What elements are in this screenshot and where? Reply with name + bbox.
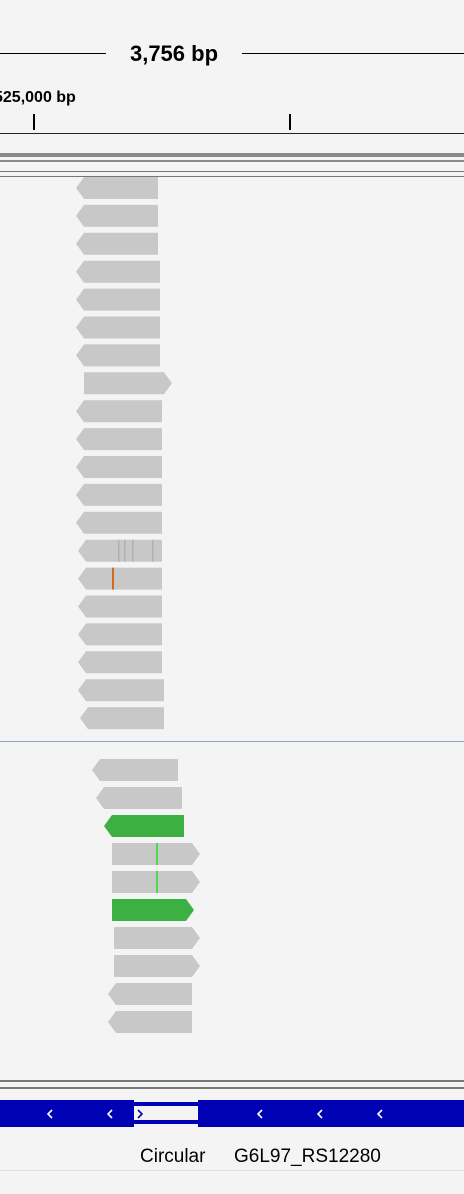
alignment-read[interactable]: [104, 815, 184, 837]
alignment-read[interactable]: [76, 344, 160, 367]
track-separator: [0, 176, 464, 177]
gene-id-label: G6L97_RS12280: [234, 1146, 381, 1167]
gene-connector: [134, 1120, 198, 1124]
strand-arrow-icon: [316, 1109, 323, 1119]
strand-arrow-icon: [376, 1109, 383, 1119]
span-line-right: [242, 53, 464, 54]
ruler-tick: [289, 114, 291, 130]
alignment-read[interactable]: [78, 595, 162, 618]
alignment-read[interactable]: [114, 927, 200, 949]
alignment-read[interactable]: [78, 651, 162, 674]
alignment-read[interactable]: [78, 679, 164, 702]
mismatch-mark: [112, 567, 114, 590]
span-line-left: [0, 53, 106, 54]
mismatch-mark: [152, 539, 154, 562]
alignment-read[interactable]: [76, 428, 162, 451]
alignment-read[interactable]: [76, 400, 162, 423]
strand-arrow-icon: [256, 1109, 263, 1119]
mismatch-mark: [118, 539, 120, 562]
mismatch-mark: [124, 539, 126, 562]
gene-block-right: [198, 1100, 464, 1127]
group-divider: [0, 741, 464, 742]
ruler-baseline: [0, 133, 464, 134]
mismatch-mark: [156, 871, 158, 893]
alignment-read[interactable]: [96, 787, 182, 809]
gene-block-left: [0, 1100, 134, 1127]
alignment-read[interactable]: [108, 1011, 192, 1033]
alignment-read[interactable]: [76, 483, 162, 506]
alignment-read[interactable]: [76, 456, 162, 478]
alignment-read[interactable]: [92, 759, 178, 781]
span-length-label: 3,756 bp: [129, 41, 219, 66]
strand-arrow-icon: [137, 1109, 144, 1119]
gene-connector: [134, 1102, 198, 1106]
mismatch-mark: [132, 539, 134, 562]
alignment-read[interactable]: [78, 539, 162, 562]
alignment-read[interactable]: [76, 288, 160, 311]
alignment-read[interactable]: [80, 707, 164, 730]
alignment-read[interactable]: [76, 260, 160, 283]
alignment-read[interactable]: [76, 204, 158, 227]
alignment-read[interactable]: [76, 316, 160, 339]
alignment-read[interactable]: [78, 623, 162, 646]
track-separator: [0, 1080, 464, 1082]
ruler-position-label: 525,000 bp: [0, 89, 76, 106]
alignment-read[interactable]: [84, 372, 172, 395]
gene-track[interactable]: [0, 1099, 464, 1129]
bottom-divider: [0, 1170, 464, 1171]
strand-arrow-icon: [106, 1109, 113, 1119]
mismatch-mark: [156, 843, 158, 865]
gene-label: Circular: [140, 1146, 206, 1167]
ruler-tick: [33, 114, 35, 130]
track-separator: [0, 171, 464, 172]
track-separator: [0, 160, 464, 162]
alignment-read[interactable]: [76, 511, 162, 534]
alignment-read[interactable]: [108, 983, 192, 1005]
track-separator: [0, 1087, 464, 1089]
alignment-read[interactable]: [76, 232, 158, 255]
alignment-read[interactable]: [112, 899, 194, 921]
strand-arrow-icon: [46, 1109, 53, 1119]
alignment-read[interactable]: [78, 567, 162, 590]
alignment-read[interactable]: [76, 177, 158, 199]
alignment-read[interactable]: [114, 955, 200, 977]
track-separator: [0, 153, 464, 157]
